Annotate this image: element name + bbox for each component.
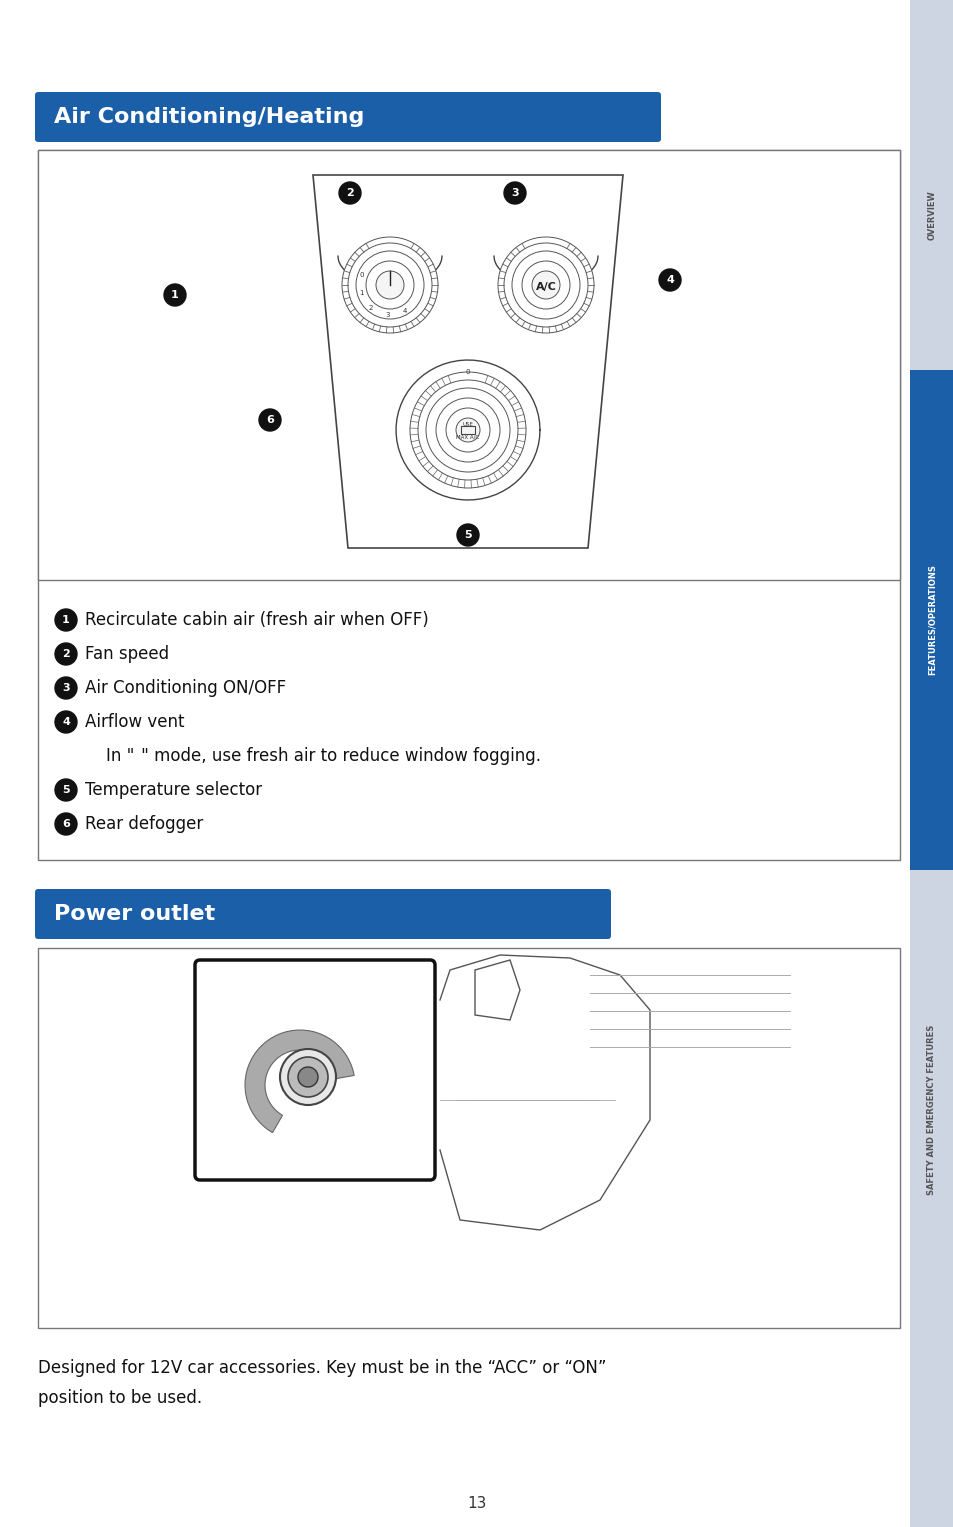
Circle shape <box>366 261 414 308</box>
Bar <box>909 60 953 370</box>
Text: FEATURES/OPERATIONS: FEATURES/OPERATIONS <box>926 565 936 675</box>
Bar <box>460 426 475 434</box>
Bar <box>909 0 953 1527</box>
Text: MAX A/C: MAX A/C <box>456 435 479 440</box>
Text: OVERVIEW: OVERVIEW <box>926 191 936 240</box>
Text: Airflow vent: Airflow vent <box>85 713 184 731</box>
Circle shape <box>341 237 437 333</box>
Circle shape <box>355 250 423 319</box>
Text: In "  " mode, use fresh air to reduce window fogging.: In " " mode, use fresh air to reduce win… <box>85 747 540 765</box>
Text: 3: 3 <box>511 188 518 199</box>
Text: 3: 3 <box>385 312 389 318</box>
Text: 2: 2 <box>62 649 70 660</box>
Circle shape <box>55 812 77 835</box>
Polygon shape <box>313 176 622 548</box>
Circle shape <box>55 712 77 733</box>
Text: 5: 5 <box>464 530 472 541</box>
Text: Air Conditioning/Heating: Air Conditioning/Heating <box>54 107 364 127</box>
Text: 1: 1 <box>171 290 178 299</box>
FancyBboxPatch shape <box>35 92 660 142</box>
Text: 6: 6 <box>266 415 274 425</box>
Circle shape <box>503 243 587 327</box>
Text: 2: 2 <box>346 188 354 199</box>
Text: Power outlet: Power outlet <box>54 904 215 924</box>
Circle shape <box>521 261 569 308</box>
Circle shape <box>426 388 510 472</box>
Text: 1: 1 <box>62 615 70 625</box>
Text: Rear defogger: Rear defogger <box>85 815 203 834</box>
Text: SAFETY AND EMERGENCY FEATURES: SAFETY AND EMERGENCY FEATURES <box>926 1025 936 1196</box>
Circle shape <box>503 182 525 205</box>
Bar <box>38 948 899 1328</box>
Text: 2: 2 <box>368 305 373 312</box>
Circle shape <box>280 1049 335 1106</box>
Circle shape <box>288 1057 328 1096</box>
Text: 4: 4 <box>62 718 70 727</box>
Circle shape <box>55 676 77 699</box>
Text: Fan speed: Fan speed <box>85 644 169 663</box>
Polygon shape <box>245 1031 354 1133</box>
Text: Air Conditioning ON/OFF: Air Conditioning ON/OFF <box>85 680 286 696</box>
Text: 3: 3 <box>62 683 70 693</box>
Circle shape <box>659 269 680 292</box>
Bar <box>909 370 953 870</box>
Text: 6: 6 <box>62 818 70 829</box>
Text: 1: 1 <box>358 290 363 296</box>
Bar <box>38 150 899 580</box>
Text: Recirculate cabin air (fresh air when OFF): Recirculate cabin air (fresh air when OF… <box>85 611 428 629</box>
Circle shape <box>55 609 77 631</box>
Text: 0: 0 <box>359 272 364 278</box>
Circle shape <box>410 373 525 489</box>
Circle shape <box>497 237 594 333</box>
Circle shape <box>532 270 559 299</box>
Bar <box>909 870 953 1350</box>
FancyBboxPatch shape <box>35 889 610 939</box>
Circle shape <box>338 182 360 205</box>
Text: 5: 5 <box>62 785 70 796</box>
Text: 4: 4 <box>665 275 673 286</box>
FancyBboxPatch shape <box>194 960 435 1180</box>
Text: Temperature selector: Temperature selector <box>85 780 262 799</box>
Circle shape <box>164 284 186 305</box>
Circle shape <box>456 524 478 547</box>
Circle shape <box>446 408 490 452</box>
Circle shape <box>55 779 77 802</box>
Circle shape <box>258 409 281 431</box>
Text: USE: USE <box>462 423 473 428</box>
Bar <box>38 150 899 860</box>
Circle shape <box>512 250 579 319</box>
Text: 4: 4 <box>402 308 407 315</box>
Circle shape <box>436 399 499 463</box>
Text: Designed for 12V car accessories. Key must be in the “ACC” or “ON”: Designed for 12V car accessories. Key mu… <box>38 1359 606 1377</box>
Circle shape <box>55 643 77 664</box>
Text: A/C: A/C <box>535 282 556 292</box>
Circle shape <box>456 418 479 441</box>
Polygon shape <box>475 960 519 1020</box>
Circle shape <box>417 380 517 479</box>
Circle shape <box>375 270 403 299</box>
Text: 0: 0 <box>465 370 470 376</box>
Text: position to be used.: position to be used. <box>38 1390 202 1406</box>
Circle shape <box>348 243 432 327</box>
Circle shape <box>297 1067 317 1087</box>
Text: 13: 13 <box>467 1495 486 1510</box>
